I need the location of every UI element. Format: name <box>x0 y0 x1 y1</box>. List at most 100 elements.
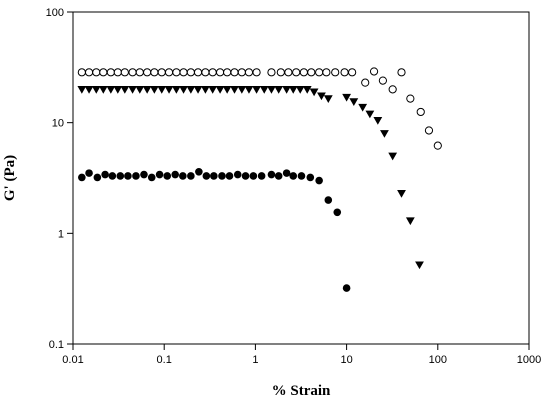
open-circle-point <box>406 94 415 103</box>
triangle-down-point <box>106 86 116 94</box>
triangle-down-point <box>135 86 145 94</box>
open-circle-point <box>143 68 152 77</box>
triangle-down-point <box>259 86 269 94</box>
filled-circle-point <box>324 196 333 204</box>
filled-circle-point <box>282 169 291 177</box>
triangle-down-point <box>415 261 424 270</box>
open-circle-point <box>215 68 225 77</box>
triangle-down-point <box>230 86 239 94</box>
open-circle-point <box>113 68 122 77</box>
triangle-down-point <box>349 98 359 107</box>
open-circle-point <box>179 68 188 77</box>
triangle-down-point <box>120 86 130 94</box>
triangle-down-point <box>142 86 152 94</box>
open-circle-point <box>331 68 340 77</box>
open-circle-point <box>92 68 101 77</box>
open-circle-point <box>315 68 324 77</box>
open-circle-point <box>106 68 115 77</box>
y-tick-label: 0.1 <box>49 339 64 351</box>
triangle-down-point <box>282 86 292 94</box>
filled-circle-point <box>78 173 86 182</box>
triangle-down-point <box>171 86 181 94</box>
filled-circle-point <box>225 172 234 180</box>
open-circle-point <box>150 68 159 77</box>
open-circle-point <box>340 68 349 77</box>
triangle-down-point <box>179 86 188 94</box>
filled-circle-point <box>257 172 266 180</box>
triangle-down-point <box>323 95 333 103</box>
filled-circle-point <box>267 170 276 179</box>
y-tick-label: 10 <box>52 118 64 130</box>
open-circle-point <box>186 68 195 77</box>
open-circle-point <box>157 68 166 77</box>
open-circle-point <box>307 68 316 77</box>
triangle-down-point <box>84 86 94 94</box>
filled-circle-point <box>124 172 132 180</box>
triangle-down-point <box>380 130 389 138</box>
open-circle-point <box>433 141 442 150</box>
filled-circle-point <box>315 176 323 185</box>
filled-circle-point <box>274 172 283 180</box>
x-tick-label: 0.01 <box>62 354 83 366</box>
filled-circle-point <box>85 169 93 177</box>
triangle-down-point <box>252 86 261 94</box>
triangle-down-point <box>267 86 276 94</box>
triangle-down-point <box>208 86 218 94</box>
open-circle-point <box>397 68 406 77</box>
filled-circle-point <box>233 170 242 179</box>
open-circle-point <box>424 126 434 135</box>
open-circle-point <box>164 68 174 77</box>
x-axis-title: % Strain <box>272 383 331 399</box>
x-axis: 0.01 0.1 1 10 100 1000 <box>62 344 541 366</box>
triangle-down-point <box>201 86 210 94</box>
triangle-down-point <box>288 86 298 94</box>
triangle-down-point <box>388 152 398 161</box>
open-circle-point <box>230 68 239 77</box>
filled-circle-point <box>333 208 342 217</box>
triangle-down-point <box>98 86 108 94</box>
filled-circle-point <box>171 170 179 179</box>
filled-circle-point <box>195 167 203 176</box>
open-circle-point <box>276 68 285 77</box>
triangle-down-point <box>237 86 247 94</box>
open-circle-point <box>84 68 94 77</box>
triangle-down-point <box>397 190 406 198</box>
triangle-down-point <box>244 86 254 94</box>
y-axis-title: G' (Pa) <box>2 155 18 201</box>
filled-circle-point <box>179 172 187 180</box>
plot-frame <box>72 11 530 345</box>
series-filled-circle <box>78 167 351 292</box>
triangle-down-point <box>113 86 123 94</box>
x-tick-label: 1000 <box>517 354 541 366</box>
filled-circle-point <box>297 172 306 180</box>
open-circle-point <box>322 68 331 77</box>
filled-circle-point <box>342 284 351 292</box>
open-circle-point <box>120 68 129 77</box>
triangle-down-point <box>373 117 383 125</box>
open-circle-point <box>416 107 425 117</box>
filled-circle-point <box>187 172 195 180</box>
triangle-down-point <box>365 110 375 119</box>
x-tick-label: 10 <box>340 354 352 366</box>
open-circle-point <box>361 78 370 87</box>
triangle-down-point <box>358 103 368 112</box>
filled-circle-point <box>93 173 102 182</box>
triangle-down-point <box>193 86 203 94</box>
triangle-down-point <box>274 86 284 94</box>
x-tick-label: 1 <box>252 354 258 366</box>
triangle-down-point <box>215 86 225 94</box>
filled-circle-point <box>163 172 172 180</box>
open-circle-point <box>284 68 293 77</box>
open-circle-point <box>348 68 357 77</box>
filled-circle-point <box>101 170 109 179</box>
filled-circle-point <box>147 173 156 182</box>
triangle-down-point <box>157 86 167 94</box>
series-filled-triangle-down <box>77 86 424 270</box>
triangle-down-point <box>317 92 326 101</box>
open-circle-point <box>237 68 246 77</box>
filled-circle-point <box>116 172 125 180</box>
triangle-down-point <box>309 88 319 97</box>
x-tick-label: 0.1 <box>157 354 172 366</box>
triangle-down-point <box>302 86 312 94</box>
